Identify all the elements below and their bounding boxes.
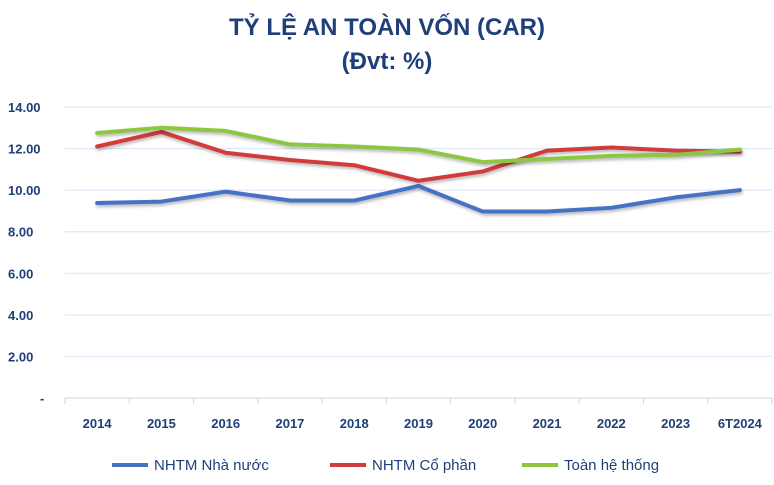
x-tick-label: 2021 (533, 416, 562, 431)
x-tick-label: 2016 (211, 416, 240, 431)
chart-subtitle: (Đvt: %) (341, 48, 433, 75)
x-tick-label: 2023 (661, 416, 690, 431)
series-line-3 (95, 125, 742, 165)
x-tick-label: 6T2024 (718, 416, 763, 431)
x-tick-label: 2018 (340, 416, 369, 431)
y-tick-label: 8.00 (8, 225, 33, 240)
y-tick-label: 2.00 (8, 349, 33, 364)
x-tick-label: 2022 (597, 416, 626, 431)
y-tick-label: 14.00 (8, 100, 41, 115)
x-tick-label: 2017 (275, 416, 304, 431)
x-tick-label: 2015 (147, 416, 176, 431)
legend-label: NHTM Nhà nước (154, 457, 269, 474)
y-tick-label: - (40, 391, 44, 406)
x-tick-label: 2020 (468, 416, 497, 431)
series-line-1 (95, 183, 742, 214)
chart-title: TỶ LỆ AN TOÀN VỐN (CAR) (229, 14, 545, 41)
x-tick-label: 2019 (404, 416, 433, 431)
y-tick-label: 10.00 (8, 183, 41, 198)
y-tick-label: 12.00 (8, 142, 41, 157)
legend-label: NHTM Cổ phần (372, 457, 476, 474)
legend-label: Toàn hệ thống (564, 457, 659, 474)
x-tick-label: 2014 (83, 416, 113, 431)
series-line-2 (95, 129, 742, 183)
y-tick-label: 6.00 (8, 266, 33, 281)
y-tick-label: 4.00 (8, 308, 33, 323)
